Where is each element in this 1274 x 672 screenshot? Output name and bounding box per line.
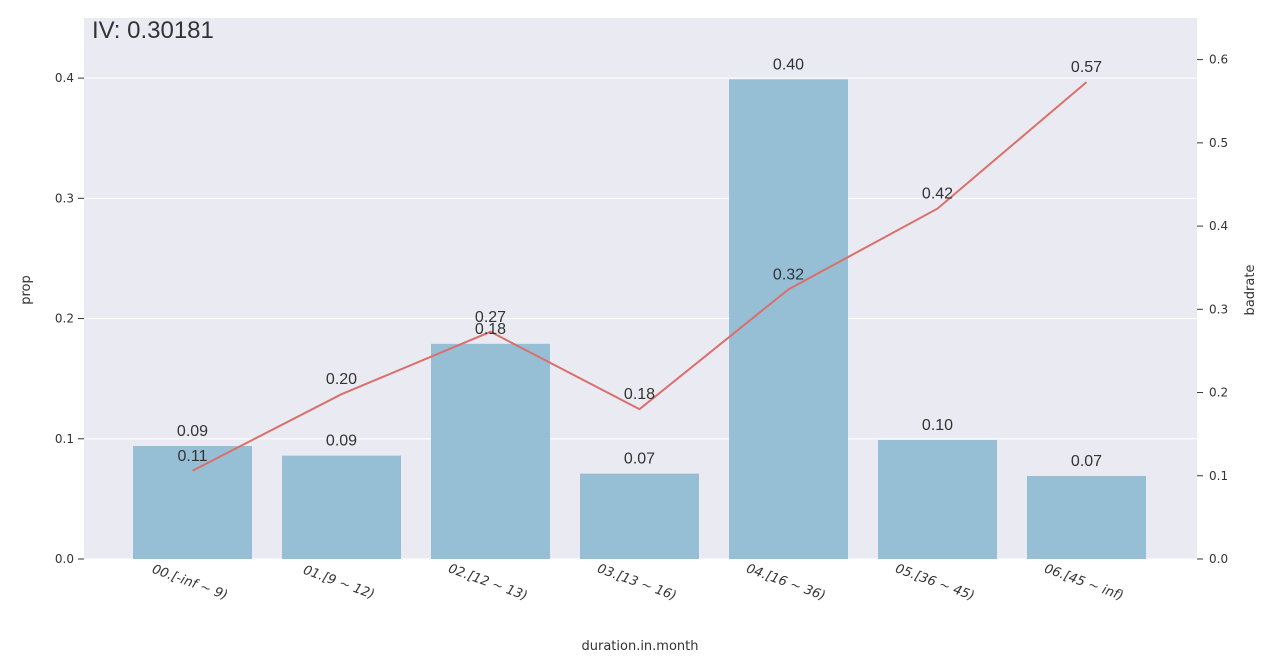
y-tick-label: 0.4 [55,71,74,85]
line-value-label: 0.57 [1071,59,1102,76]
x-tick-label: 04.[16 ~ 36) [744,561,827,604]
bar [133,445,252,559]
data-labels: 0.09 0.09 0.18 0.07 0.40 0.10 0.07 0.11 0.20 0.27… [177,56,1102,470]
bar-value-label: 0.18 [475,321,506,338]
bar-value-label: 0.07 [624,451,655,468]
plot-background [84,18,1197,559]
y-tick-label: 0.3 [55,191,74,205]
bars [133,79,1146,560]
badrate-line-group [192,81,1088,472]
bar [580,473,699,559]
x-tick-label: 02.[12 ~ 13) [446,561,529,604]
y2-tick-label: 0.0 [1209,552,1228,566]
y2-tick-label: 0.6 [1209,53,1228,67]
y2-tick-label: 0.2 [1209,386,1228,400]
y-tick-label: 0.1 [55,432,74,446]
bar-value-label: 0.09 [177,423,208,440]
x-tick-label: 05.[36 ~ 45) [893,561,976,604]
line-value-label: 0.32 [773,266,804,283]
bar [878,439,997,559]
x-tick-label: 00.[-inf ~ 9) [150,562,230,603]
x-tick-label: 03.[13 ~ 16) [595,561,678,604]
line-value-label: 0.18 [624,386,655,403]
bar-value-label: 0.09 [326,433,357,450]
line-value-label: 0.42 [922,186,953,203]
line-value-label: 0.20 [326,371,357,388]
y2-tick-label: 0.5 [1209,136,1228,150]
bar-value-label: 0.10 [922,417,953,434]
x-axis-label: duration.in.month [581,639,698,654]
line-value-label: 0.11 [178,448,208,465]
chart-title: IV: 0.30181 [92,17,214,44]
bar-value-label: 0.07 [1071,453,1102,470]
bar-value-label: 0.40 [773,56,804,73]
y-axis-label: prop [19,275,34,305]
bar [431,343,550,559]
bar [729,79,848,560]
y2-axis-label: badrate [1243,265,1258,316]
x-tick-label: 06.[45 ~ inf) [1042,561,1125,603]
y-tick-label: 0.0 [55,552,74,566]
bar [1027,476,1146,559]
x-tick-label: 01.[9 ~ 12) [301,563,376,603]
y-tick-label: 0.2 [55,312,74,326]
y2-tick-label: 0.3 [1209,302,1228,316]
y2-tick-label: 0.4 [1209,219,1228,233]
y2-tick-label: 0.1 [1209,469,1228,483]
bar [282,455,401,559]
line-value-label: 0.27 [475,309,506,326]
gridlines [84,77,1197,560]
